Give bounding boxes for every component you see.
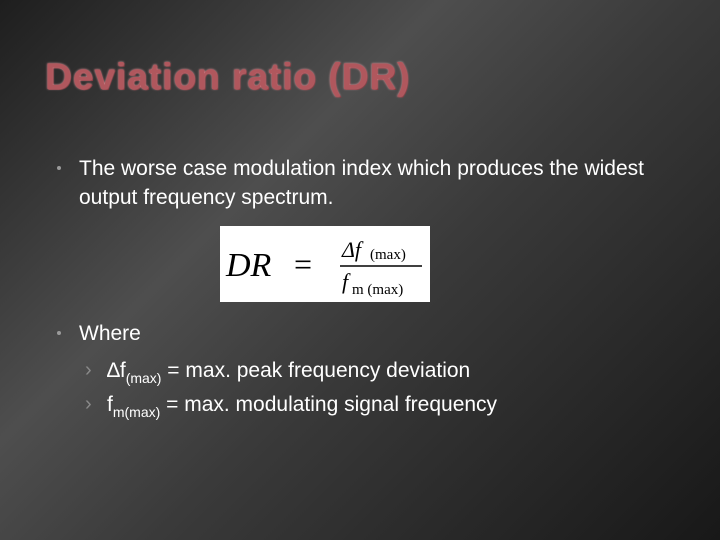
formula-numerator: Δf bbox=[341, 237, 364, 262]
dot-bullet-icon bbox=[57, 331, 61, 335]
deviation-ratio-formula: DR = Δf (max) f m (max) bbox=[220, 226, 430, 302]
chevron-right-icon: › bbox=[85, 359, 92, 381]
bullet-text: The worse case modulation index which pr… bbox=[79, 157, 644, 209]
dot-bullet-icon bbox=[57, 166, 61, 170]
sub-item-text: ∆f(max) = max. peak frequency deviation bbox=[107, 356, 470, 393]
formula-lhs: DR bbox=[225, 247, 272, 284]
formula-numerator-subscript: (max) bbox=[370, 247, 406, 263]
formula-denominator: f bbox=[342, 269, 351, 294]
formula-graphic: DR = Δf (max) f m (max) bbox=[225, 237, 422, 298]
sub-item-text: fm(max) = max. modulating signal frequen… bbox=[107, 390, 497, 427]
sub-item-subscript: m(max) bbox=[112, 404, 161, 420]
bullet-text: Where bbox=[79, 322, 141, 345]
sub-item-symbol: ∆f bbox=[107, 359, 126, 382]
formula-denominator-subscript: m (max) bbox=[352, 282, 403, 298]
formula-equals: = bbox=[294, 246, 312, 282]
sub-item-subscript: (max) bbox=[125, 370, 162, 386]
sub-item-symbol: f bbox=[107, 393, 113, 416]
slide-title: Deviation ratio (DR) bbox=[45, 56, 411, 97]
chevron-right-icon: › bbox=[85, 393, 92, 415]
sub-item-description: = max. peak frequency deviation bbox=[161, 359, 471, 382]
sub-item-description: = max. modulating signal frequency bbox=[160, 393, 498, 416]
